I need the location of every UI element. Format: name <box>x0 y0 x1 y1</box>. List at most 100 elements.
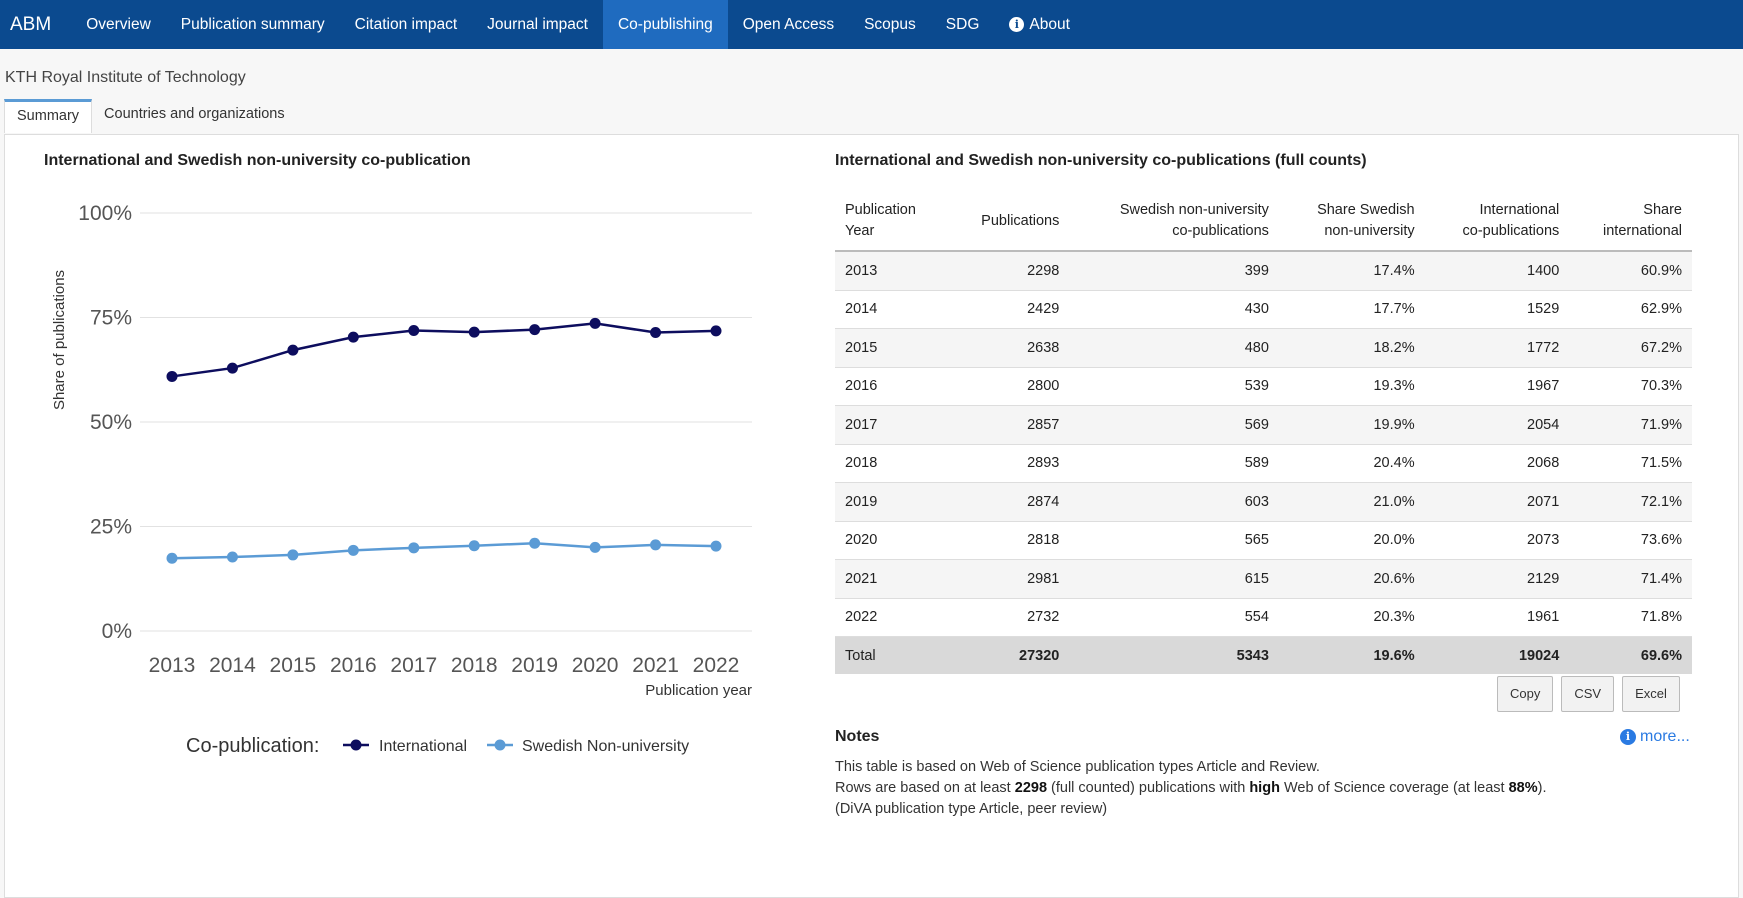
legend-swatch-point <box>350 739 362 751</box>
table-cell: 71.4% <box>1569 559 1692 598</box>
table-cell: 1961 <box>1424 597 1570 637</box>
table-cell: 2022 <box>835 597 948 637</box>
nav-citation-impact[interactable]: Citation impact <box>354 15 458 33</box>
table-header-cell[interactable]: Swedish non-university co-publications <box>1069 192 1279 252</box>
x-tick-label: 2018 <box>451 654 498 677</box>
table-cell: 2893 <box>947 443 1070 483</box>
y-tick-label: 0% <box>102 620 132 643</box>
table-row: 2017 2857 569 19.9% 2054 71.9% <box>835 405 1692 444</box>
table-cell: 2638 <box>947 328 1070 367</box>
table-cell: 2857 <box>947 405 1070 444</box>
table-row: 2019 2874 603 21.0% 2071 72.1% <box>835 482 1692 521</box>
nav-open-access[interactable]: Open Access <box>742 15 835 33</box>
table-cell: 1529 <box>1424 289 1570 329</box>
data-point <box>287 344 299 356</box>
table-cell: 1400 <box>1424 250 1570 290</box>
tab-countries-organizations[interactable]: Countries and organizations <box>104 106 285 122</box>
more-link[interactable]: i more... <box>1620 728 1690 746</box>
y-tick-label: 50% <box>90 411 132 434</box>
table-cell: 67.2% <box>1569 328 1692 367</box>
table-total-cell: 19024 <box>1424 636 1570 674</box>
table-cell: 603 <box>1069 482 1279 521</box>
table-total-cell: Total <box>835 636 948 674</box>
table-header-cell[interactable]: Share international <box>1569 192 1692 252</box>
csv-button[interactable]: CSV <box>1561 676 1615 712</box>
table-total-cell: 27320 <box>947 636 1070 674</box>
table-cell: 2014 <box>835 289 948 329</box>
copy-button[interactable]: Copy <box>1497 676 1554 712</box>
table-cell: 2018 <box>835 443 948 483</box>
data-point <box>468 326 480 338</box>
table-cell: 1772 <box>1424 328 1570 367</box>
legend-title: Co-publication: <box>186 735 319 757</box>
line-chart: 0% 25% 50% 75% 100% 2013 2014 2015 2016 2017 2018 2… <box>51 202 752 757</box>
nav-journal-impact[interactable]: Journal impact <box>487 15 588 33</box>
y-tick-label: 25% <box>90 516 132 539</box>
legend-swatch-point <box>494 739 506 751</box>
table-cell: 2818 <box>947 520 1070 560</box>
notes-text-part: Web of Science coverage (at least <box>1279 780 1509 796</box>
table-row: 2014 2429 430 17.7% 1529 62.9% <box>835 289 1692 329</box>
table-row: 2015 2638 480 18.2% 1772 67.2% <box>835 328 1692 367</box>
data-point <box>529 537 541 549</box>
notes-text-part: ). <box>1537 780 1547 796</box>
x-tick-label: 2016 <box>330 654 377 677</box>
info-circle-icon: i <box>1620 729 1636 745</box>
table-cell: 2054 <box>1424 405 1570 444</box>
data-point <box>166 552 178 564</box>
table-cell: 430 <box>1069 289 1279 329</box>
table-header-cell[interactable]: Share Swedish non-university <box>1278 192 1425 252</box>
table-cell: 2013 <box>835 250 948 290</box>
table-cell: 60.9% <box>1569 250 1692 290</box>
table-cell: 2732 <box>947 597 1070 637</box>
nav-sdg[interactable]: SDG <box>945 15 980 33</box>
table-cell: 2016 <box>835 366 948 406</box>
x-tick-label: 2014 <box>209 654 256 677</box>
table-total-cell: 19.6% <box>1278 636 1425 674</box>
nav-about[interactable]: i About <box>994 0 1085 49</box>
nav-co-publishing[interactable]: Co-publishing <box>602 0 728 49</box>
table-header-cell[interactable]: Publication Year <box>835 192 948 252</box>
x-tick-label: 2021 <box>632 654 679 677</box>
x-axis-label: Publication year <box>645 682 752 699</box>
nav-overview[interactable]: Overview <box>86 15 151 33</box>
table-cell: 19.3% <box>1278 366 1425 406</box>
table-cell: 2073 <box>1424 520 1570 560</box>
nav-publication-summary[interactable]: Publication summary <box>180 15 325 33</box>
brand-logo[interactable]: ABM <box>10 13 52 35</box>
more-link-label: more... <box>1640 728 1690 745</box>
x-tick-label: 2022 <box>693 654 740 677</box>
data-point <box>166 370 178 382</box>
notes-text: This table is based on Web of Science pu… <box>835 757 1546 820</box>
notes-bold-count: 2298 <box>1014 780 1048 796</box>
table-row: 2021 2981 615 20.6% 2129 71.4% <box>835 559 1692 598</box>
excel-button[interactable]: Excel <box>1622 676 1680 712</box>
data-point <box>589 317 601 329</box>
table-row: 2022 2732 554 20.3% 1961 71.8% <box>835 597 1692 637</box>
y-tick-label: 75% <box>90 307 132 330</box>
table-cell: 2071 <box>1424 482 1570 521</box>
table-cell: 2800 <box>947 366 1070 406</box>
table-cell: 539 <box>1069 366 1279 406</box>
series-line <box>171 322 717 378</box>
table-cell: 565 <box>1069 520 1279 560</box>
table-cell: 2129 <box>1424 559 1570 598</box>
table-cell: 70.3% <box>1569 366 1692 406</box>
table-cell: 615 <box>1069 559 1279 598</box>
table-cell: 2019 <box>835 482 948 521</box>
data-point <box>650 327 662 339</box>
legend-label: International <box>379 738 467 755</box>
table-cell: 569 <box>1069 405 1279 444</box>
nav-scopus[interactable]: Scopus <box>864 15 916 33</box>
table-total-row: Total 27320 5343 19.6% 19024 69.6% <box>835 636 1692 674</box>
org-name: KTH Royal Institute of Technology <box>5 69 246 86</box>
export-buttons: Copy CSV Excel <box>1497 676 1680 712</box>
tab-summary[interactable]: Summary <box>4 99 93 133</box>
table-header-cell[interactable]: International co-publications <box>1424 192 1570 252</box>
notes-bold-coverage: high <box>1249 780 1280 796</box>
table-cell: 2068 <box>1424 443 1570 483</box>
table-cell: 20.0% <box>1278 520 1425 560</box>
table-header-cell[interactable]: Publications <box>947 192 1070 252</box>
notes-line-3: (DiVA publication type Article, peer rev… <box>835 801 1108 817</box>
table-total-cell: 69.6% <box>1569 636 1692 674</box>
